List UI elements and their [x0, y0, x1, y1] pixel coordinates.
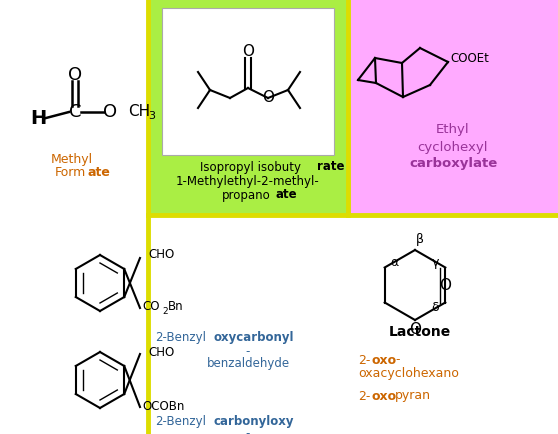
Bar	[162, 8, 334, 155]
Text: O: O	[68, 66, 82, 84]
Text: Lactone: Lactone	[389, 325, 451, 339]
Text: benzaldehyde: benzaldehyde	[206, 358, 290, 371]
Bar	[148, 0, 348, 215]
Text: oxacyclohexano: oxacyclohexano	[358, 368, 459, 381]
Text: -: -	[246, 427, 250, 434]
Text: O: O	[242, 45, 254, 59]
Text: OCOBn: OCOBn	[142, 400, 184, 412]
Text: O: O	[262, 91, 274, 105]
Text: 3: 3	[148, 111, 155, 121]
Text: Form: Form	[55, 167, 86, 180]
Text: 2-Benzyl: 2-Benzyl	[155, 415, 206, 428]
Text: Isopropyl isobuty: Isopropyl isobuty	[200, 161, 301, 174]
Text: 2-: 2-	[358, 389, 371, 402]
Text: oxo: oxo	[371, 354, 396, 366]
Text: C: C	[69, 103, 81, 121]
Text: oxycarbonyl: oxycarbonyl	[213, 332, 294, 345]
Text: CH: CH	[128, 103, 150, 118]
Text: O: O	[409, 322, 421, 337]
Bar	[348, 0, 558, 215]
Text: H: H	[30, 108, 46, 128]
Text: carboxylate: carboxylate	[409, 157, 497, 170]
Text: ate: ate	[88, 167, 111, 180]
Text: propano: propano	[222, 188, 271, 201]
Text: O: O	[103, 103, 117, 121]
Text: Ethyl: Ethyl	[436, 124, 470, 137]
Text: δ: δ	[431, 301, 439, 314]
Text: 1-Methylethyl-2-methyl-: 1-Methylethyl-2-methyl-	[176, 174, 320, 187]
Text: Bn: Bn	[168, 300, 184, 313]
Text: ate: ate	[276, 188, 297, 201]
Text: O: O	[439, 277, 451, 293]
Text: 2-: 2-	[358, 354, 371, 366]
Text: α: α	[391, 256, 399, 269]
Text: oxo: oxo	[371, 389, 396, 402]
Text: rate: rate	[317, 161, 344, 174]
Text: 2-Benzyl: 2-Benzyl	[155, 332, 206, 345]
Text: β: β	[416, 233, 424, 247]
Text: γ: γ	[431, 256, 439, 269]
Text: 2: 2	[162, 308, 167, 316]
Text: pyran: pyran	[395, 389, 431, 402]
Text: CHO: CHO	[148, 249, 174, 262]
Text: CO: CO	[142, 300, 160, 313]
Text: CHO: CHO	[148, 345, 174, 358]
Text: COOEt: COOEt	[450, 52, 489, 65]
Text: -: -	[395, 354, 400, 366]
Text: cyclohexyl: cyclohexyl	[418, 141, 488, 154]
Text: carbonyloxy: carbonyloxy	[213, 415, 294, 428]
Text: Methyl: Methyl	[51, 154, 93, 167]
Text: -: -	[246, 345, 250, 358]
